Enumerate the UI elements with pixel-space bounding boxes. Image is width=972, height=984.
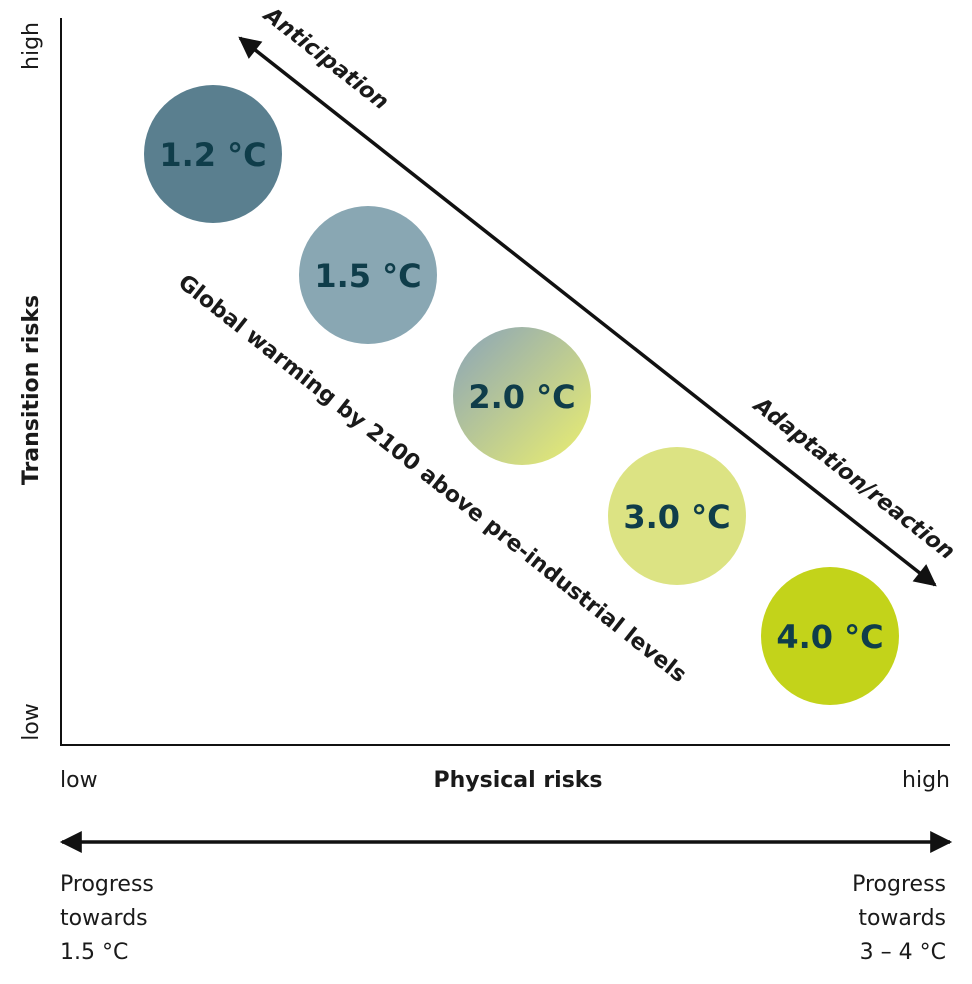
progress-left: Progress towards 1.5 °C bbox=[60, 872, 154, 965]
x-axis-high: high bbox=[902, 768, 950, 793]
scenario-2-0: 2.0 °C bbox=[453, 327, 591, 465]
y-axis-low: low bbox=[19, 703, 44, 741]
scenario-label: 1.2 °C bbox=[159, 136, 266, 174]
progress-right-line: towards bbox=[858, 906, 946, 931]
scenario-circle bbox=[299, 206, 437, 344]
progress-left-line: towards bbox=[60, 906, 148, 931]
anticipation-label: Anticipation bbox=[257, 1, 393, 115]
scenario-label: 1.5 °C bbox=[314, 257, 421, 295]
scenario-label: 3.0 °C bbox=[623, 498, 730, 536]
y-axis-label: Transition risks bbox=[19, 295, 44, 485]
scenario-label: 2.0 °C bbox=[468, 378, 575, 416]
y-axis-high: high bbox=[19, 22, 44, 70]
anticipation-adaptation-arrow bbox=[238, 36, 937, 587]
progress-right-line: 3 – 4 °C bbox=[860, 940, 946, 965]
scenario-circle bbox=[608, 447, 746, 585]
adaptation-label: Adaptation/reaction bbox=[747, 392, 959, 565]
progress-left-line: Progress bbox=[60, 872, 154, 897]
progress-right: Progress towards 3 – 4 °C bbox=[852, 872, 946, 965]
x-axis-label: Physical risks bbox=[433, 768, 602, 793]
scenario-circle bbox=[761, 567, 899, 705]
scenario-1-2: 1.2 °C bbox=[144, 85, 282, 223]
progress-left-line: 1.5 °C bbox=[60, 940, 128, 965]
progress-right-line: Progress bbox=[852, 872, 946, 897]
scenario-1-5: 1.5 °C bbox=[299, 206, 437, 344]
scenario-circle bbox=[453, 327, 591, 465]
scenario-circle bbox=[144, 85, 282, 223]
scenario-label: 4.0 °C bbox=[776, 618, 883, 656]
x-axis-low: low bbox=[60, 768, 98, 793]
scenario-3-0: 3.0 °C bbox=[608, 447, 746, 585]
scenario-4-0: 4.0 °C bbox=[761, 567, 899, 705]
